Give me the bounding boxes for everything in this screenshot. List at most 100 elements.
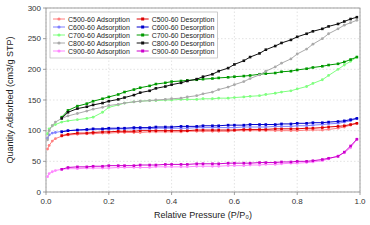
data-point — [202, 124, 205, 127]
data-point — [101, 131, 104, 134]
data-point — [280, 125, 283, 128]
y-tick-label: 50 — [32, 157, 41, 166]
data-point — [170, 83, 173, 86]
grid — [46, 8, 360, 192]
data-point — [258, 123, 261, 126]
data-point — [337, 155, 340, 158]
legend-swatch — [137, 27, 149, 28]
data-point — [186, 125, 189, 128]
data-point — [312, 121, 315, 124]
data-point — [108, 127, 111, 130]
data-point — [170, 97, 173, 100]
data-point — [101, 106, 104, 109]
data-point — [211, 97, 214, 100]
series — [60, 56, 358, 119]
data-point — [290, 58, 293, 61]
data-point — [107, 104, 110, 107]
data-point — [117, 104, 120, 107]
series — [46, 122, 358, 151]
series-line — [48, 57, 357, 134]
data-point — [227, 76, 230, 79]
data-point — [249, 95, 252, 98]
data-point — [108, 96, 111, 99]
data-point — [312, 43, 315, 46]
series-line — [48, 118, 357, 138]
data-point — [139, 86, 142, 89]
data-point — [355, 19, 358, 22]
data-point — [67, 115, 70, 118]
data-point — [296, 128, 299, 131]
data-point — [258, 73, 261, 76]
data-point — [186, 79, 189, 82]
legend-label: C700-60 Desorption — [152, 32, 215, 40]
data-point — [249, 126, 252, 129]
data-point — [233, 162, 236, 165]
data-point — [86, 132, 89, 135]
data-point — [186, 163, 189, 166]
data-point — [355, 138, 358, 141]
data-point — [305, 124, 308, 127]
data-point — [337, 27, 340, 30]
legend-label: C800-60 Desorption — [152, 40, 215, 48]
y-tick — [43, 69, 46, 70]
y-tick-label: 200 — [28, 65, 42, 74]
data-point — [249, 74, 252, 77]
legend-marker — [57, 25, 60, 28]
data-point — [180, 165, 183, 168]
y-tick-label: 250 — [28, 34, 42, 43]
data-point — [312, 159, 315, 162]
data-point — [67, 129, 70, 132]
data-point — [148, 164, 151, 167]
data-point — [274, 92, 277, 95]
data-point — [343, 20, 346, 23]
data-point — [155, 99, 158, 102]
data — [46, 16, 358, 178]
data-point — [327, 32, 330, 35]
data-point — [312, 124, 315, 127]
x-tick — [171, 192, 172, 195]
data-point — [327, 157, 330, 160]
data-point — [280, 91, 283, 94]
x-tick — [234, 192, 235, 195]
data-point — [280, 128, 283, 131]
data-point — [280, 123, 283, 126]
data-point — [312, 30, 315, 33]
data-point — [117, 164, 120, 167]
data-point — [180, 163, 183, 166]
data-point — [265, 128, 268, 131]
y-tick-label: 150 — [28, 96, 42, 105]
data-point — [349, 21, 352, 24]
data-point — [305, 48, 308, 51]
data-point — [139, 100, 142, 103]
legend-marker — [141, 34, 144, 37]
data-point — [170, 129, 173, 132]
data-point — [51, 140, 54, 143]
data-point — [327, 157, 330, 160]
x-tick-label: 0.2 — [103, 197, 115, 206]
data-point — [227, 97, 230, 100]
data-point — [274, 72, 277, 75]
data-point — [265, 72, 268, 75]
legend: C500-60 AdsorptionC500-60 DesorptionC600… — [50, 12, 217, 58]
data-point — [123, 127, 126, 130]
data-point — [233, 129, 236, 132]
data-point — [227, 67, 230, 70]
data-point — [327, 25, 330, 28]
data-point — [60, 168, 63, 171]
data-point — [249, 56, 252, 59]
data-point — [51, 124, 54, 127]
data-point — [92, 128, 95, 131]
data-point — [356, 138, 359, 141]
data-point — [92, 104, 95, 107]
series — [46, 138, 358, 178]
y-tick — [43, 38, 46, 39]
data-point — [356, 117, 359, 120]
data-point — [337, 125, 340, 128]
data-point — [217, 77, 220, 80]
data-point — [296, 160, 299, 163]
data-point — [195, 129, 198, 132]
data-point — [164, 126, 167, 129]
data-point — [227, 162, 230, 165]
data-point — [265, 161, 268, 164]
y-tick — [43, 192, 46, 193]
